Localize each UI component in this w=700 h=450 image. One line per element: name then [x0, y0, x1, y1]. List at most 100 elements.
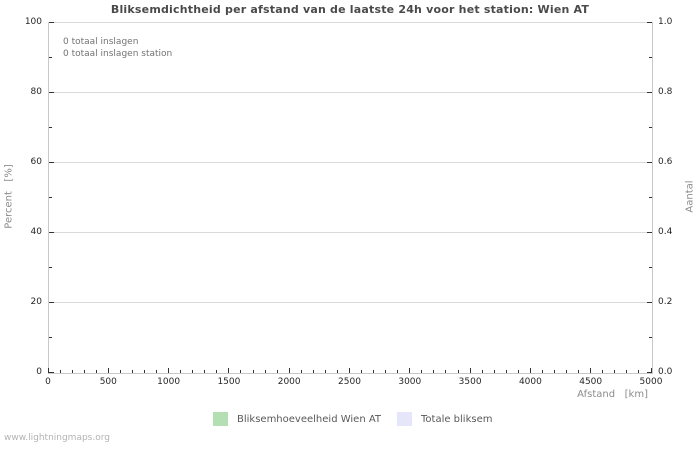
x-tick — [312, 370, 314, 373]
x-tick-label: 3000 — [398, 377, 422, 387]
x-tick — [457, 370, 459, 373]
x-tick-label: 4500 — [579, 377, 603, 387]
x-tick-label: 0 — [45, 377, 51, 387]
y-tick-label-left: 100 — [24, 16, 42, 27]
legend-swatch-total-lightning — [397, 412, 412, 426]
y-tick-label-right: 0.0 — [658, 366, 673, 377]
y-tick-label-right: 1.0 — [658, 16, 673, 27]
h-gridline — [48, 302, 651, 303]
x-tick — [47, 368, 49, 373]
x-tick — [349, 368, 350, 373]
x-tick — [361, 370, 363, 373]
y-tick-left — [49, 336, 52, 338]
x-tick — [409, 368, 411, 373]
x-tick — [252, 370, 254, 373]
y-tick-left — [49, 301, 54, 303]
y-tick-label-right: 0.8 — [658, 86, 673, 97]
chart-title: Bliksemdichtheid per afstand van de laat… — [110, 3, 590, 16]
x-tick — [602, 370, 604, 373]
x-tick — [554, 370, 556, 373]
y-tick-label-right: 0.6 — [658, 156, 673, 167]
x-tick — [590, 368, 592, 373]
x-tick — [421, 370, 423, 373]
y-tick-left — [49, 196, 52, 198]
x-tick — [156, 370, 158, 373]
x-tick — [397, 370, 399, 373]
y-tick-right — [647, 371, 652, 373]
x-tick-label: 2500 — [338, 377, 361, 387]
x-tick — [614, 370, 616, 373]
x-tick — [638, 370, 640, 373]
y-tick-left — [49, 371, 54, 373]
x-tick — [493, 370, 495, 373]
y-tick-label-right: 0.2 — [658, 296, 673, 307]
x-tick — [324, 370, 326, 373]
h-gridline — [48, 22, 651, 23]
x-tick — [95, 370, 97, 373]
y-tick-right — [647, 21, 652, 23]
x-tick — [143, 370, 145, 373]
x-tick — [168, 368, 170, 373]
y-tick-right — [647, 161, 652, 163]
x-tick — [204, 370, 206, 373]
y-tick-right — [649, 336, 652, 338]
x-tick-label: 3500 — [458, 377, 482, 387]
x-tick — [541, 370, 543, 373]
y-tick-label-left: 80 — [30, 86, 42, 97]
x-tick — [626, 370, 628, 373]
x-tick — [336, 370, 338, 373]
x-tick — [119, 370, 121, 373]
x-tick-label: 1000 — [157, 377, 181, 387]
y-tick-right — [647, 91, 652, 93]
y-tick-label-left: 0 — [36, 366, 42, 377]
x-tick — [469, 368, 471, 373]
h-gridline — [48, 162, 651, 163]
h-gridline — [48, 92, 651, 93]
y-tick-left — [49, 56, 52, 58]
x-tick — [373, 370, 375, 373]
legend-label-total-lightning: Totale bliksem — [421, 414, 493, 425]
y-tick-right — [649, 196, 652, 198]
x-tick-label: 4000 — [518, 377, 542, 387]
x-tick — [180, 370, 182, 373]
annotation-total-strikes-station: 0 totaal inslagen station — [63, 49, 173, 59]
x-axis-label: Afstand [km] — [577, 389, 648, 400]
y-tick-left — [49, 231, 54, 233]
watermark: www.lightningmaps.org — [4, 433, 110, 443]
x-tick-label: 1500 — [217, 377, 241, 387]
x-tick-label: 5000 — [639, 377, 663, 387]
x-tick — [59, 370, 61, 373]
x-tick — [300, 370, 302, 373]
y-tick-right — [649, 126, 652, 128]
x-tick — [276, 370, 278, 373]
y-tick-left — [49, 91, 54, 93]
x-tick — [107, 368, 109, 373]
x-tick-label: 500 — [99, 377, 117, 387]
x-tick — [240, 370, 242, 373]
y-tick-label-left: 60 — [30, 156, 42, 167]
x-tick — [517, 370, 519, 373]
x-tick — [578, 370, 580, 373]
x-tick — [288, 368, 290, 373]
x-tick — [264, 370, 266, 373]
x-tick-label: 2000 — [277, 377, 301, 387]
h-gridline — [48, 232, 651, 233]
y-tick-label-left: 20 — [30, 296, 42, 307]
y-axis-label-right: Aantal — [684, 180, 696, 213]
legend-label-station-density: Bliksemhoeveelheid Wien AT — [237, 414, 382, 425]
x-tick — [445, 370, 447, 373]
annotation-total-strikes: 0 totaal inslagen — [63, 37, 139, 47]
x-tick — [529, 368, 531, 373]
x-tick — [650, 368, 652, 373]
x-tick — [83, 370, 85, 373]
y-tick-label-right: 0.4 — [658, 226, 673, 237]
x-tick — [481, 370, 483, 373]
y-tick-right — [647, 301, 652, 303]
x-tick — [192, 370, 194, 373]
x-tick — [228, 368, 230, 373]
x-tick — [385, 370, 387, 373]
legend-swatch-station-density — [213, 412, 228, 426]
y-tick-right — [649, 266, 652, 268]
y-tick-left — [49, 161, 54, 163]
